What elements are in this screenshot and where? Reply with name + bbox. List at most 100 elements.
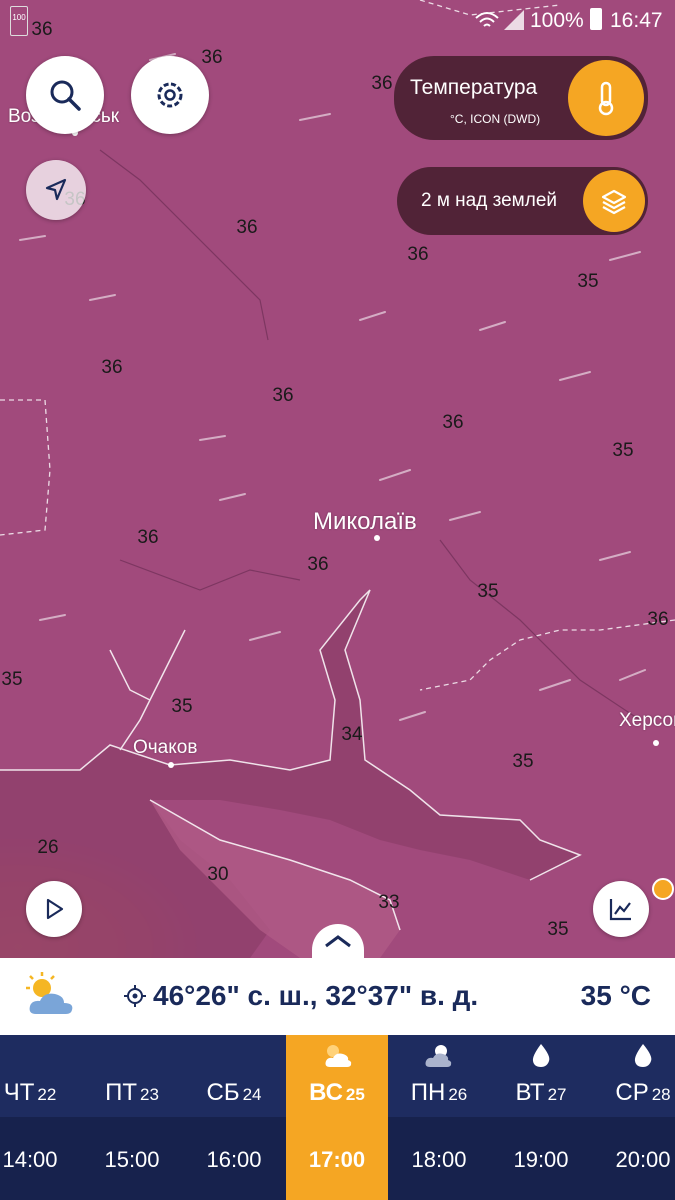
search-button[interactable] <box>26 56 104 134</box>
temperature-label: 36 <box>647 609 669 630</box>
location-marker[interactable] <box>652 878 674 900</box>
gps-icon <box>124 985 146 1007</box>
wind-streaks <box>19 53 646 721</box>
city-label: Очаков <box>133 737 198 758</box>
temperature-label: 35 <box>477 581 499 602</box>
temperature-label: 34 <box>341 724 363 745</box>
temperature-label: 36 <box>442 412 464 433</box>
chart-button[interactable] <box>593 881 649 937</box>
day-label: ЧТ 22 <box>0 1079 81 1107</box>
level-button[interactable]: 2 м над землей <box>397 167 648 235</box>
day-name: ВС <box>309 1079 343 1106</box>
location-bar: 46°26" с. ш., 32°37" в. д. 35 °C <box>0 958 675 1035</box>
temperature-label: 36 <box>201 47 223 68</box>
day-name: ПН <box>410 1079 446 1106</box>
hour-label: 14:00 <box>2 1147 58 1172</box>
day-column[interactable]: ЧТ 22 14:00 <box>0 1035 81 1200</box>
day-weather-icon <box>286 1041 388 1074</box>
play-button[interactable] <box>26 881 82 937</box>
temperature-label: 26 <box>37 837 59 858</box>
temperature-label: 35 <box>171 696 193 717</box>
day-date: 24 <box>242 1085 262 1104</box>
coordinates: 46°26" с. ш., 32°37" в. д. <box>153 980 479 1011</box>
search-icon <box>50 80 81 111</box>
temperature-label: 36 <box>307 554 329 575</box>
day-label: ПТ 23 <box>81 1079 183 1107</box>
day-column[interactable]: ВТ 27 19:00 <box>490 1035 592 1200</box>
temperature-label: 36 <box>371 73 393 94</box>
current-temperature: 35 °C <box>580 980 651 1011</box>
day-label: ВС 25 <box>286 1079 388 1107</box>
hour-label: 17:00 <box>308 1147 366 1172</box>
day-name: ВТ <box>515 1079 545 1106</box>
temperature-label: 36 <box>407 244 429 265</box>
city-dot <box>653 740 659 746</box>
temperature-label: 36 <box>272 385 294 406</box>
battery-percent: 100% <box>530 9 584 32</box>
day-column[interactable]: ВС 25 17:00 <box>286 1035 388 1200</box>
map[interactable] <box>0 0 675 958</box>
weather-icon <box>26 972 73 1014</box>
level-label: 2 м над землей <box>421 190 558 211</box>
day-name: ЧТ <box>3 1079 35 1106</box>
temperature-label: 36 <box>137 527 159 548</box>
layer-icon <box>568 60 644 136</box>
temperature-label: 30 <box>207 864 229 885</box>
day-date: 28 <box>651 1085 671 1104</box>
city-label: Миколаїв <box>313 508 417 535</box>
day-date: 23 <box>140 1085 159 1104</box>
day-label: СБ 24 <box>183 1079 285 1107</box>
day-weather-icon <box>388 1041 490 1074</box>
borders <box>0 0 675 691</box>
locate-button[interactable] <box>26 160 86 220</box>
rivers <box>99 149 641 721</box>
day-column[interactable]: ПТ 23 15:00 <box>81 1035 183 1200</box>
day-date: 25 <box>345 1085 365 1104</box>
temperature-label: 35 <box>577 271 599 292</box>
layer-button[interactable]: Температура °C, ICON (DWD) <box>394 56 648 140</box>
temperature-label: 35 <box>1 669 23 690</box>
settings-icon <box>157 82 183 108</box>
city-dot <box>374 535 380 541</box>
day-label: СР 28 <box>592 1079 675 1107</box>
day-date: 26 <box>448 1085 468 1104</box>
hour-label: 15:00 <box>104 1147 160 1172</box>
sea <box>0 590 580 958</box>
hour-label: 19:00 <box>513 1147 569 1172</box>
signal-icons <box>475 10 524 30</box>
day-date: 27 <box>547 1085 567 1104</box>
day-weather-icon <box>592 1041 675 1074</box>
layer-title: Температура <box>410 76 538 99</box>
hour-label: 20:00 <box>615 1147 671 1172</box>
spit <box>150 800 400 958</box>
clock: 16:47 <box>610 9 663 32</box>
day-label: ВТ 27 <box>490 1079 592 1107</box>
temperature-label: 36 <box>101 357 123 378</box>
temperature-label: 36 <box>31 19 53 40</box>
layer-subtitle: °C, ICON (DWD) <box>450 112 541 126</box>
city-dot <box>168 762 174 768</box>
day-name: СБ <box>206 1079 240 1106</box>
settings-button[interactable] <box>131 56 209 134</box>
day-label: ПН 26 <box>388 1079 490 1107</box>
expand-button[interactable] <box>312 924 364 964</box>
day-name: ПТ <box>105 1079 137 1106</box>
day-column[interactable]: СР 28 20:00 <box>592 1035 675 1200</box>
temperature-label: 33 <box>378 892 400 913</box>
coastline <box>0 589 582 931</box>
day-date: 22 <box>37 1085 57 1104</box>
day-column[interactable]: СБ 24 16:00 <box>183 1035 285 1200</box>
city-label: Херсон <box>619 710 675 731</box>
battery-icon-label: 100 <box>12 13 26 22</box>
temperature-label: 35 <box>512 751 534 772</box>
hour-label: 16:00 <box>206 1147 262 1172</box>
temperature-label: 35 <box>612 440 634 461</box>
day-weather-icon <box>490 1041 592 1074</box>
battery-icon-small: 100 <box>10 6 28 36</box>
level-icon <box>583 170 645 232</box>
locate-icon <box>45 178 67 201</box>
day-name: СР <box>615 1079 649 1106</box>
battery-icon <box>590 8 602 30</box>
day-column[interactable]: ПН 26 18:00 <box>388 1035 490 1200</box>
